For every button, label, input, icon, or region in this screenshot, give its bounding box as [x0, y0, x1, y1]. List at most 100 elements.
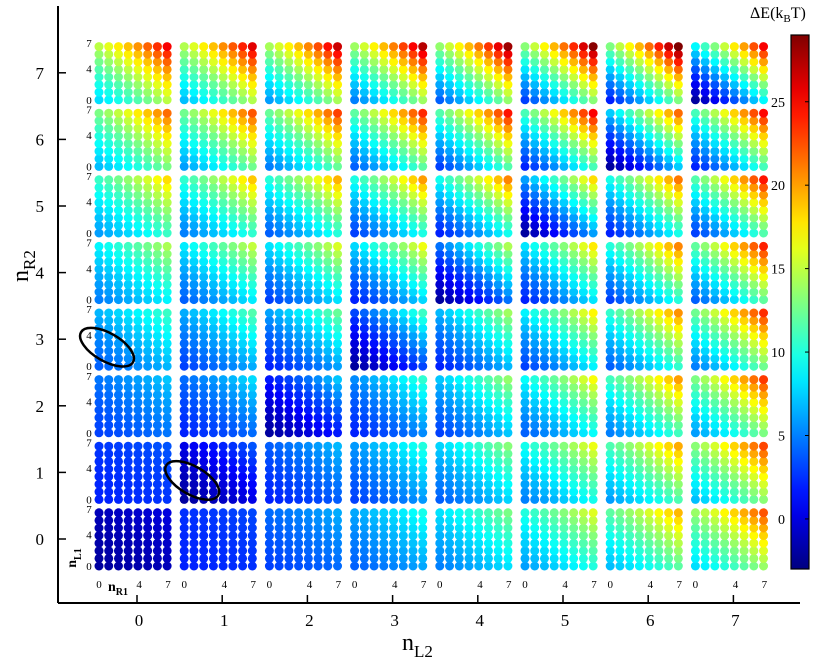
heatmap-cell [605, 487, 615, 497]
heatmap-cell [569, 295, 579, 305]
heatmap-cell [530, 213, 540, 223]
heatmap-cell [398, 523, 408, 533]
heatmap-cell [503, 80, 513, 90]
heatmap-cell [710, 220, 720, 230]
heatmap-cell [152, 131, 162, 141]
heatmap-cell [189, 361, 199, 371]
heatmap-cell [578, 420, 588, 430]
heatmap-cell [218, 420, 228, 430]
heatmap-cell [520, 538, 530, 548]
heatmap-cell [189, 331, 199, 341]
heatmap-cell [454, 279, 464, 289]
heatmap-cell [464, 428, 474, 438]
heatmap-cell [208, 428, 218, 438]
heatmap-cell [700, 316, 710, 326]
heatmap-cell [238, 241, 248, 251]
heatmap-cell [588, 295, 598, 305]
heatmap-cell [247, 405, 257, 415]
heatmap-cell [578, 87, 588, 97]
heatmap-cell [199, 42, 209, 52]
heatmap-cell [104, 175, 114, 185]
heatmap-cell [644, 546, 654, 556]
heatmap-cell [264, 531, 274, 541]
heatmap-cell [418, 456, 428, 466]
heatmap-cell [530, 57, 540, 67]
heatmap-cell [729, 456, 739, 466]
heatmap-cell [152, 487, 162, 497]
heatmap-cell [359, 228, 369, 238]
heatmap-cell [578, 241, 588, 251]
heatmap-cell [625, 213, 635, 223]
heatmap-cell [615, 472, 625, 482]
heatmap-cell [690, 257, 700, 267]
heatmap-cell [673, 390, 683, 400]
heatmap-cell [435, 420, 445, 430]
heatmap-cell [654, 146, 664, 156]
heatmap-cell [123, 508, 133, 518]
heatmap-cell [323, 331, 333, 341]
heatmap-cell [530, 397, 540, 407]
heatmap-cell [520, 72, 530, 82]
heatmap-cell [238, 72, 248, 82]
heatmap-cell [389, 308, 399, 318]
heatmap-cell [530, 295, 540, 305]
heatmap-cell [162, 316, 172, 326]
heatmap-cell [445, 390, 455, 400]
heatmap-cell [418, 182, 428, 192]
heatmap-cell [445, 464, 455, 474]
inner-x-tick-label: 7 [676, 579, 682, 591]
heatmap-cell [389, 346, 399, 356]
heatmap-cell [350, 131, 360, 141]
heatmap-cell [605, 405, 615, 415]
heatmap-cell [539, 441, 549, 451]
heatmap-cell [700, 515, 710, 525]
heatmap-cell [152, 413, 162, 423]
heatmap-cell [578, 487, 588, 497]
heatmap-cell [588, 382, 598, 392]
heatmap-cell [313, 182, 323, 192]
heatmap-cell [634, 308, 644, 318]
heatmap-cell [333, 375, 343, 385]
heatmap-cell [530, 441, 540, 451]
heatmap-cell [143, 198, 153, 208]
heatmap-cell [749, 49, 759, 59]
heatmap-cell [673, 331, 683, 341]
heatmap-cell [350, 361, 360, 371]
heatmap-cell [208, 116, 218, 126]
heatmap-cell [549, 494, 559, 504]
heatmap-cell [520, 154, 530, 164]
heatmap-cell [625, 346, 635, 356]
heatmap-cell [398, 213, 408, 223]
heatmap-cell [710, 264, 720, 274]
heatmap-cell [559, 420, 569, 430]
heatmap-cell [539, 508, 549, 518]
heatmap-cell [143, 272, 153, 282]
heatmap-cell [520, 279, 530, 289]
heatmap-cell [398, 382, 408, 392]
heatmap-cell [189, 405, 199, 415]
heatmap-cell [294, 108, 304, 118]
heatmap-cell [664, 538, 674, 548]
heatmap-cell [189, 161, 199, 171]
heatmap-cell [625, 198, 635, 208]
heatmap-cell [284, 182, 294, 192]
heatmap-cell [483, 331, 493, 341]
heatmap-cell [284, 57, 294, 67]
heatmap-cell [483, 154, 493, 164]
heatmap-cell [333, 413, 343, 423]
heatmap-cell [625, 323, 635, 333]
heatmap-cell [238, 487, 248, 497]
heatmap-cell [673, 146, 683, 156]
heatmap-cell [729, 487, 739, 497]
heatmap-cell [284, 139, 294, 149]
heatmap-cell [94, 198, 104, 208]
heatmap-cell [569, 139, 579, 149]
heatmap-cell [729, 338, 739, 348]
heatmap-cell [605, 316, 615, 326]
heatmap-cell [333, 131, 343, 141]
heatmap-cell [228, 316, 238, 326]
heatmap-cell [578, 95, 588, 105]
heatmap-cell [559, 154, 569, 164]
heatmap-cell [445, 64, 455, 74]
heatmap-cell [615, 413, 625, 423]
